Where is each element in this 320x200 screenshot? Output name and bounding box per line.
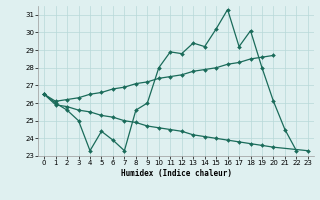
X-axis label: Humidex (Indice chaleur): Humidex (Indice chaleur) — [121, 169, 231, 178]
